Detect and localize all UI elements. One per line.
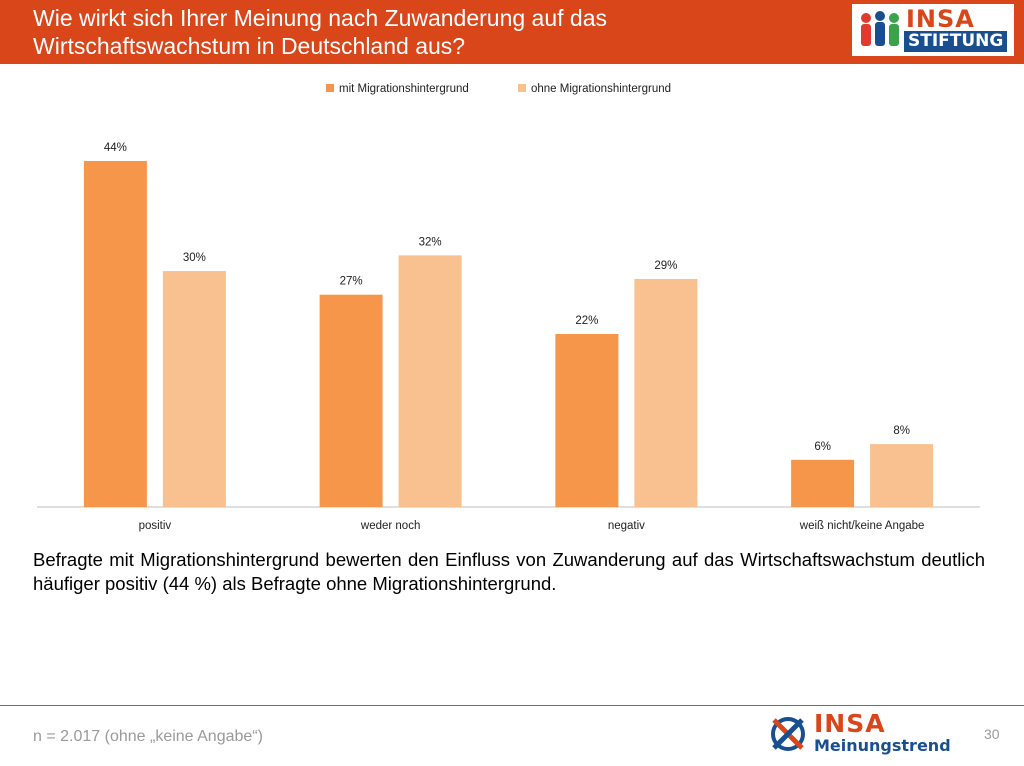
legend-swatch-1	[326, 84, 334, 92]
logo-sub-text: STIFTUNG	[904, 31, 1008, 52]
bar-1-1	[83, 161, 147, 507]
insa-stiftung-logo: INSA STIFTUNG	[852, 4, 1014, 56]
category-label-2: weder noch	[360, 520, 420, 532]
data-label-2-4: 8%	[893, 425, 910, 437]
bar-2-3	[634, 278, 698, 507]
title-line-2: Wirtschaftswachstum in Deutschland aus?	[33, 33, 466, 59]
summary-text: Befragte mit Migrationshintergrund bewer…	[33, 549, 985, 594]
category-label-3: negativ	[608, 520, 645, 532]
title-line-1: Wie wirkt sich Ihrer Meinung nach Zuwand…	[33, 5, 608, 31]
data-label-1-4: 6%	[814, 441, 831, 453]
data-label-2-2: 32%	[419, 236, 442, 248]
bar-1-3	[555, 334, 619, 507]
bar-chart: mit Migrationshintergrund ohne Migrations…	[37, 83, 980, 532]
people-icon	[861, 11, 899, 46]
logo-brand-text: INSA	[906, 5, 975, 33]
insa-meinungstrend-logo: INSA Meinungstrend	[768, 709, 968, 758]
bar-1-4	[791, 459, 855, 507]
category-label-1: positiv	[139, 520, 172, 532]
data-label-1-3: 22%	[575, 315, 598, 327]
page-number: 30	[984, 726, 1000, 742]
meinungstrend-sub: Meinungstrend	[814, 736, 951, 755]
meinungstrend-brand: INSA	[814, 709, 886, 738]
data-label-2-3: 29%	[654, 260, 677, 272]
data-label-1-1: 44%	[104, 142, 127, 154]
page-title: Wie wirkt sich Ihrer Meinung nach Zuwand…	[33, 4, 833, 60]
data-label-1-2: 27%	[340, 276, 363, 288]
bar-1-2	[319, 294, 383, 507]
bar-2-4	[870, 444, 934, 507]
check-cross-icon	[771, 717, 805, 751]
header-bar: Wie wirkt sich Ihrer Meinung nach Zuwand…	[0, 0, 1024, 64]
category-label-4: weiß nicht/keine Angabe	[799, 520, 925, 532]
data-label-2-1: 30%	[183, 252, 206, 264]
sample-size-note: n = 2.017 (ohne „keine Angabe“)	[33, 728, 263, 745]
legend-label-1: mit Migrationshintergrund	[339, 83, 469, 95]
footer-divider	[0, 705, 1024, 706]
legend-label-2: ohne Migrationshintergrund	[531, 83, 671, 95]
bar-2-1	[162, 271, 226, 507]
legend-swatch-2	[518, 84, 526, 92]
bar-2-2	[398, 255, 462, 507]
